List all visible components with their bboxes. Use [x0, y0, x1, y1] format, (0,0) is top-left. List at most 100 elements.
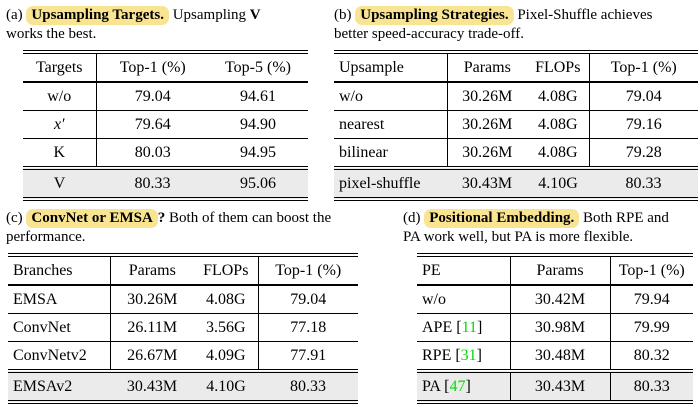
citation-open: [ — [444, 378, 450, 395]
cell: 79.16 — [588, 110, 698, 139]
cell: 4.08G — [537, 88, 578, 105]
caption-b-highlight: Upsampling Strategies. — [355, 6, 514, 25]
caption-d-text: Both RPE and — [583, 210, 669, 226]
cell: 94.90 — [240, 116, 276, 133]
column-header: FLOPs — [203, 262, 249, 279]
top-row: (a) Upsampling Targets. Upsampling V wor… — [6, 6, 700, 201]
cell: 94.95 — [240, 144, 276, 161]
caption-d: (d) Positional Embedding. Both RPE and P… — [403, 209, 695, 247]
cell: x′ — [53, 116, 65, 133]
column-header: Upsample — [339, 59, 404, 76]
cell: pixel-shuffle — [339, 175, 421, 192]
cell: 79.04 — [588, 82, 698, 111]
table-row: ConvNetv2 26.67M 4.09G 77.91 — [8, 341, 358, 371]
pe-label: RPE — [422, 347, 452, 364]
caption-a-index: (a) — [6, 7, 23, 23]
cell: 30.42M — [509, 285, 610, 314]
cell: 30.98M — [509, 313, 610, 342]
column-header: FLOPs — [535, 59, 581, 76]
cell: 80.33 — [625, 175, 662, 192]
table-row: x′ 79.64 94.90 — [22, 110, 308, 139]
cell: 77.18 — [257, 313, 358, 342]
citation-number: 11 — [461, 319, 477, 336]
caption-d-highlight: Positional Embedding. — [424, 209, 580, 228]
caption-b-text: Pixel-Shuffle achieves — [517, 7, 653, 23]
pe-label: w/o — [422, 291, 446, 308]
cell: EMSA — [13, 291, 58, 308]
cell: PA [47] — [417, 371, 510, 402]
table-a-header-row: Targets Top-1 (%) Top-5 (%) — [22, 52, 308, 82]
cell: 80.03 — [96, 138, 209, 168]
citation-close: ] — [465, 378, 471, 395]
caption-d-text-line2: PA work well, but PA is more flexible. — [403, 229, 634, 245]
cell: ConvNetv2 — [13, 347, 87, 364]
cell: 80.33 — [290, 378, 326, 395]
citation-open: [ — [455, 347, 461, 364]
cell: bilinear — [339, 144, 388, 161]
cell: 26.11M — [109, 313, 194, 342]
cell: 95.06 — [240, 175, 276, 192]
cell: 94.61 — [240, 88, 276, 105]
cell: 4.09G — [205, 347, 246, 364]
citation-close: ] — [476, 319, 483, 336]
subfigure-c: (c) ConvNet or EMSA? Both of them can bo… — [6, 209, 358, 404]
table-c-header-row: Branches Params FLOPs Top-1 (%) — [8, 255, 358, 285]
caption-b: (b) Upsampling Strategies. Pixel-Shuffle… — [334, 6, 700, 44]
caption-a-highlight: Upsampling Targets. — [26, 6, 169, 25]
column-header: Params — [109, 255, 194, 285]
cell: EMSAv2 — [13, 378, 73, 395]
table-row: w/o 79.04 94.61 — [23, 82, 308, 111]
column-header: Params — [509, 255, 610, 285]
cell: 30.43M — [509, 371, 610, 402]
cell: 4.08G — [537, 116, 578, 133]
table-row: K 80.03 94.95 — [22, 138, 308, 168]
pe-label: PA — [422, 378, 441, 395]
column-header: Top-1 (%) — [96, 52, 209, 82]
cell: RPE [31] — [417, 342, 510, 372]
caption-c-index: (c) — [6, 210, 23, 226]
column-header: Targets — [35, 59, 83, 76]
table-d-header-row: PE Params Top-1 (%) — [417, 255, 693, 285]
caption-c-question-mark: ? — [157, 210, 166, 226]
cell: 4.10G — [206, 378, 246, 395]
cell: 4.08G — [205, 291, 246, 308]
cell: 3.56G — [205, 319, 246, 336]
cell: 30.43M — [461, 175, 513, 192]
column-header: Top-1 (%) — [257, 255, 358, 285]
subfigure-d: (d) Positional Embedding. Both RPE and P… — [403, 209, 695, 404]
cell: 80.33 — [609, 371, 693, 402]
column-header: Params — [446, 52, 527, 82]
table-row: RPE [31] 30.48M 80.32 — [417, 341, 693, 372]
citation-number: 31 — [460, 347, 477, 364]
caption-d-index: (d) — [403, 210, 421, 226]
caption-c-highlight: ConvNet or EMSA — [26, 209, 158, 228]
table-d-positional-embedding: PE Params Top-1 (%) w/o 30.42M 79.94 — [417, 253, 693, 404]
cell: 79.04 — [257, 285, 358, 314]
table-row: EMSA 30.26M 4.08G 79.04 — [8, 285, 358, 314]
cell: ConvNet — [13, 319, 71, 336]
cell: 30.26M — [109, 285, 194, 314]
caption-c-text: Both of them can boost the — [169, 210, 332, 226]
table-row-best: V 80.33 95.06 — [22, 168, 308, 199]
caption-a: (a) Upsampling Targets. Upsampling V wor… — [6, 6, 324, 44]
cell: 80.32 — [609, 341, 693, 371]
column-header: Top-1 (%) — [588, 52, 698, 82]
column-header: Top-1 (%) — [609, 255, 693, 285]
cell: 80.33 — [134, 175, 171, 192]
cell: w/o — [339, 88, 363, 105]
subfigure-a: (a) Upsampling Targets. Upsampling V wor… — [6, 6, 324, 201]
column-header: Top-5 (%) — [225, 59, 291, 76]
caption-a-bold-v: V — [249, 7, 261, 23]
cell: 30.43M — [126, 378, 178, 395]
table-row: w/o 30.42M 79.94 — [417, 285, 693, 314]
table-row-best: pixel-shuffle 30.43M 4.10G 80.33 — [334, 168, 698, 199]
table-b-upsampling-strategies: Upsample Params FLOPs Top-1 (%) w/o 30.2… — [334, 50, 698, 201]
cell: 30.26M — [446, 82, 527, 111]
cell: K — [53, 144, 66, 161]
cell: w/o — [47, 88, 72, 105]
caption-a-text-line2: works the best. — [6, 26, 97, 42]
cell: 79.04 — [96, 82, 209, 111]
table-b-header-row: Upsample Params FLOPs Top-1 (%) — [334, 52, 698, 82]
pe-label: APE — [422, 319, 453, 336]
